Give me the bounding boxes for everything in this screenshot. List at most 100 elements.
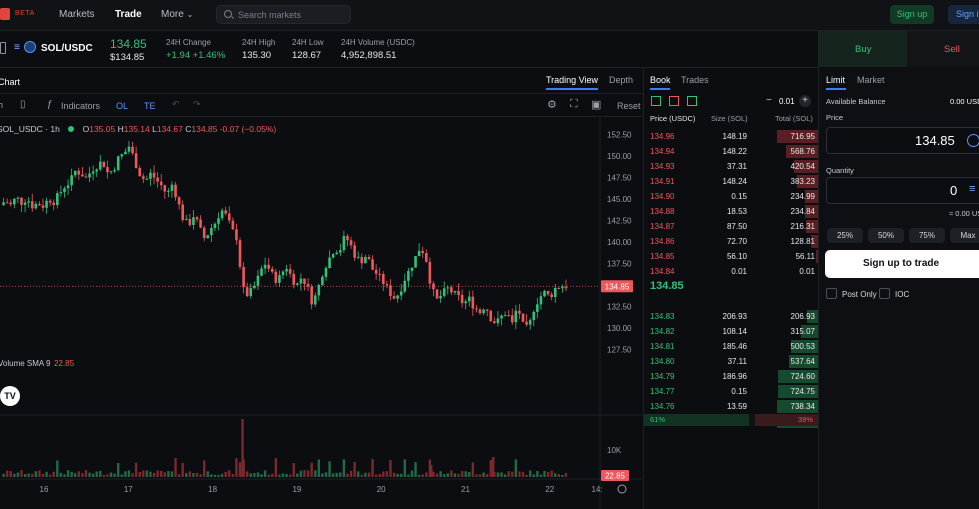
bid-total: 206.93 — [790, 312, 815, 321]
candle-body — [467, 296, 471, 302]
step-plus-button[interactable]: + — [799, 95, 811, 107]
volume-bar — [342, 459, 346, 477]
chip-25[interactable]: 25% — [827, 228, 863, 243]
volume-bar — [389, 460, 392, 477]
quantity-input[interactable]: 0 ≡ — [826, 177, 979, 204]
candle-body — [539, 296, 543, 305]
volume-bar — [217, 474, 220, 477]
post-only-checkbox[interactable] — [826, 288, 837, 299]
volume-bar — [271, 473, 274, 477]
candle-type-icon[interactable]: ▯ — [20, 99, 26, 110]
post-only-label: Post Only — [842, 290, 877, 299]
bid-row[interactable]: 134.77 0.15 724.75 — [644, 384, 819, 399]
price-input[interactable]: 134.85 — [826, 127, 979, 154]
y-tick-label: 147.50 — [607, 174, 632, 183]
ask-row[interactable]: 134.85 56.10 56.11 — [644, 249, 819, 264]
nav-more[interactable]: More ⌄ — [161, 9, 193, 20]
logo-icon[interactable] — [0, 8, 10, 20]
bid-row[interactable]: 134.79 186.96 724.60 — [644, 369, 819, 384]
redo-icon[interactable]: ↷ — [193, 99, 201, 109]
chip-50[interactable]: 50% — [868, 228, 904, 243]
tab-depth[interactable]: Depth — [609, 75, 634, 85]
volume-bar — [109, 472, 113, 477]
candle-body — [66, 185, 70, 189]
interval-selector[interactable]: h — [0, 100, 4, 110]
chip-max[interactable]: Max — [950, 228, 979, 243]
ask-row[interactable]: 134.88 18.53 234.84 — [644, 204, 819, 219]
candle-body — [5, 202, 9, 204]
ask-row[interactable]: 134.93 37.31 420.54 — [644, 159, 819, 174]
x-tick-label: 14: — [591, 485, 602, 494]
tab-trading-view[interactable]: Trading View — [546, 75, 599, 85]
sign-in-button[interactable]: Sign in — [948, 5, 979, 24]
undo-icon[interactable]: ↶ — [172, 99, 180, 109]
ol-button[interactable]: OL — [116, 101, 129, 111]
candle-body — [77, 170, 81, 175]
volume-bar — [288, 474, 292, 477]
tab-limit[interactable]: Limit — [826, 75, 846, 85]
settings-gear-icon[interactable]: ⚙ — [547, 99, 557, 111]
tab-book[interactable]: Book — [650, 75, 671, 85]
volume-bar — [543, 470, 546, 477]
ask-row[interactable]: 134.84 0.01 0.01 — [644, 264, 819, 279]
ioc-checkbox[interactable] — [879, 288, 890, 299]
ask-row[interactable]: 134.87 87.50 216.31 — [644, 219, 819, 234]
ask-row[interactable]: 134.91 148.24 383.23 — [644, 174, 819, 189]
bid-row[interactable]: 134.82 108.14 315.07 — [644, 324, 819, 339]
volume-bar — [296, 473, 299, 477]
volume-bar — [432, 471, 435, 477]
ask-row[interactable]: 134.90 0.15 234.99 — [644, 189, 819, 204]
ask-row[interactable]: 134.86 72.70 128.81 — [644, 234, 819, 249]
book-view-bids-icon[interactable] — [687, 96, 697, 106]
candle-body — [238, 240, 242, 267]
sign-up-button[interactable]: Sign up — [890, 5, 934, 24]
volume-bar — [84, 470, 88, 477]
ask-row[interactable]: 134.94 148.22 568.76 — [644, 144, 819, 159]
bid-depth-bar — [789, 355, 819, 368]
bid-row[interactable]: 134.76 13.59 738.34 — [644, 399, 819, 414]
volume-bar — [241, 419, 244, 477]
pair-name[interactable]: SOL/USDC — [41, 43, 93, 54]
volume-bar — [127, 470, 131, 477]
te-button[interactable]: TE — [144, 101, 156, 111]
sidebar-toggle-icon[interactable] — [0, 42, 6, 54]
volume-bar — [210, 474, 213, 477]
tab-market[interactable]: Market — [857, 75, 885, 85]
reset-button[interactable]: Reset — [617, 101, 641, 111]
chip-75[interactable]: 75% — [909, 228, 945, 243]
bid-depth-bar — [807, 310, 819, 323]
candle-body — [170, 184, 174, 191]
candle-body — [52, 202, 56, 206]
ask-row[interactable]: 134.96 148.19 716.95 — [644, 129, 819, 144]
volume-bar — [199, 474, 202, 477]
bid-row[interactable]: 134.80 37.11 537.64 — [644, 354, 819, 369]
candle-body — [116, 156, 120, 170]
ask-price: 134.96 — [650, 132, 675, 141]
candle-body — [328, 257, 331, 269]
bid-row[interactable]: 134.83 206.93 206.93 — [644, 309, 819, 324]
legend-symbol: SOL_USDC · 1h — [0, 124, 60, 134]
volume-bar — [163, 472, 166, 477]
step-minus-button[interactable]: − — [766, 95, 772, 106]
indicators-button[interactable]: Indicators — [61, 101, 101, 111]
price-chart[interactable]: 152.50 150.00 147.50 145.00 142.50 140.00 137.… — [0, 118, 642, 509]
volume-bar — [156, 470, 159, 477]
nav-trade[interactable]: Trade — [115, 9, 142, 20]
candle-body — [256, 275, 260, 286]
sell-tab[interactable]: Sell — [907, 31, 979, 67]
tradingview-logo[interactable]: TV — [0, 386, 20, 406]
camera-icon[interactable]: ▣ — [591, 99, 602, 111]
bid-row[interactable]: 134.81 185.46 500.53 — [644, 339, 819, 354]
buy-tab[interactable]: Buy — [819, 31, 907, 67]
sign-up-to-trade-button[interactable]: Sign up to trade — [825, 250, 979, 278]
tab-trades[interactable]: Trades — [681, 75, 709, 85]
book-view-both-icon[interactable] — [651, 96, 661, 106]
bid-price: 134.79 — [650, 372, 675, 381]
fullscreen-icon[interactable]: ⛶ — [570, 98, 578, 110]
search-input[interactable]: Search markets — [216, 5, 351, 24]
volume-bar — [306, 470, 310, 477]
book-view-asks-icon[interactable] — [669, 96, 679, 106]
volume-sma-value: 22.85 — [54, 359, 75, 368]
nav-markets[interactable]: Markets — [59, 9, 95, 20]
last-price-usd: $134.85 — [110, 52, 145, 63]
